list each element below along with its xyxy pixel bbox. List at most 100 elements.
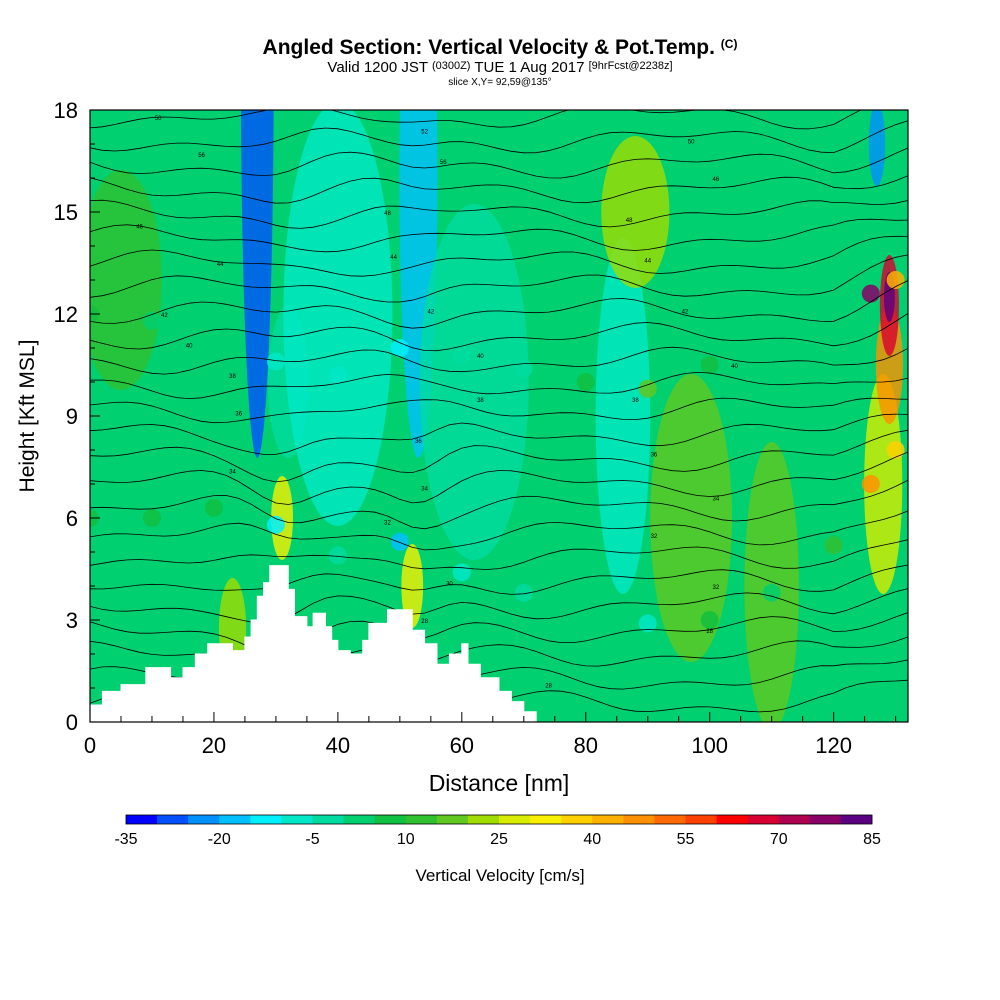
subtitle-forecast: [9hrFcst@2238z] bbox=[588, 60, 673, 72]
x-tick-label-40: 40 bbox=[326, 733, 350, 758]
colorbar-swatch-12 bbox=[499, 815, 531, 824]
chart-title-unit: (C) bbox=[720, 37, 738, 51]
velocity-point-1-3 bbox=[266, 352, 285, 371]
velocity-band-4 bbox=[419, 204, 529, 560]
theta-label-7: 48 bbox=[626, 218, 633, 224]
velocity-band-13 bbox=[868, 110, 886, 186]
velocity-point-0-6 bbox=[452, 563, 471, 582]
velocity-point-0-14 bbox=[886, 441, 905, 459]
y-tick-label-18: 18 bbox=[54, 98, 78, 123]
theta-label-8: 46 bbox=[713, 177, 720, 183]
theta-label-9: 44 bbox=[217, 262, 224, 268]
velocity-band-6 bbox=[601, 136, 670, 288]
theta-label-22: 36 bbox=[415, 439, 422, 445]
isentrope-19 bbox=[90, 218, 908, 253]
isentrope-13 bbox=[90, 371, 908, 400]
velocity-point-0-5 bbox=[390, 532, 409, 551]
colorbar-swatch-0 bbox=[126, 815, 158, 824]
velocity-point-1-13 bbox=[861, 284, 880, 303]
velocity-point-1-9 bbox=[638, 379, 657, 398]
isentrope-9 bbox=[90, 451, 908, 505]
x-tick-label-60: 60 bbox=[450, 733, 474, 758]
colorbar-swatch-8 bbox=[374, 815, 407, 824]
theta-label-16: 40 bbox=[477, 354, 484, 360]
x-tick-label-80: 80 bbox=[574, 733, 598, 758]
theta-label-32: 28 bbox=[706, 629, 713, 635]
theta-label-29: 30 bbox=[446, 582, 453, 588]
theta-label-2: 52 bbox=[421, 129, 428, 135]
theta-label-0: 50 bbox=[155, 116, 162, 122]
colorbar-tick-label-2: -5 bbox=[305, 831, 319, 848]
isentrope-10 bbox=[90, 429, 908, 483]
isentrope-12 bbox=[90, 397, 908, 424]
theta-label-19: 38 bbox=[477, 398, 484, 404]
colorbar-swatch-10 bbox=[436, 815, 469, 824]
colorbar-swatch-11 bbox=[467, 815, 500, 824]
isentrope-11 bbox=[90, 413, 908, 455]
isentrope-17 bbox=[90, 254, 908, 303]
velocity-point-1-2 bbox=[204, 325, 223, 344]
theta-label-26: 34 bbox=[713, 497, 720, 503]
isentrope-4 bbox=[90, 588, 908, 624]
colorbar-swatch-17 bbox=[654, 815, 686, 824]
colorbar-tick-label-4: 25 bbox=[490, 831, 508, 848]
chart-subtitle: Valid 1200 JST (0300Z) TUE 1 Aug 2017 [9… bbox=[0, 59, 1000, 76]
colorbar-label: Vertical Velocity [cm/s] bbox=[415, 866, 584, 885]
velocity-point-1-11 bbox=[762, 342, 781, 361]
velocity-point-1-5 bbox=[390, 339, 409, 357]
velocity-band-14 bbox=[864, 374, 903, 594]
isentrope-7 bbox=[90, 510, 908, 551]
theta-label-14: 42 bbox=[682, 310, 689, 316]
isentrope-15 bbox=[90, 313, 908, 352]
colorbar-swatch-1 bbox=[157, 815, 189, 824]
colorbar-tick-label-7: 70 bbox=[770, 831, 788, 848]
colorbar-tick-label-8: 85 bbox=[863, 831, 881, 848]
theta-label-33: 28 bbox=[545, 684, 552, 690]
terrain bbox=[89, 565, 908, 723]
theta-label-28: 32 bbox=[651, 534, 658, 540]
theta-label-11: 44 bbox=[644, 259, 651, 265]
colorbar-swatch-16 bbox=[623, 815, 655, 824]
theta-label-13: 42 bbox=[427, 310, 434, 316]
velocity-band-0 bbox=[241, 110, 274, 458]
chart-title-text: Angled Section: Vertical Velocity & Pot.… bbox=[262, 36, 715, 59]
x-tick-label-0: 0 bbox=[84, 733, 96, 758]
y-tick-label-3: 3 bbox=[66, 608, 78, 633]
velocity-point-0-10 bbox=[700, 611, 719, 629]
y-tick-label-12: 12 bbox=[54, 302, 78, 327]
theta-label-5: 46 bbox=[136, 225, 143, 231]
velocity-band-7 bbox=[650, 374, 733, 662]
velocity-point-0-11 bbox=[762, 583, 781, 602]
theta-label-6: 48 bbox=[384, 211, 391, 217]
theta-label-3: 56 bbox=[440, 160, 447, 166]
colorbar-swatch-23 bbox=[840, 815, 873, 824]
velocity-point-0-4 bbox=[328, 546, 347, 565]
theta-label-12: 42 bbox=[161, 313, 168, 319]
isentrope-5 bbox=[90, 564, 908, 595]
isentrope-23 bbox=[90, 120, 908, 154]
x-tick-label-20: 20 bbox=[202, 733, 226, 758]
theta-label-18: 38 bbox=[229, 374, 236, 380]
colorbar-tick-label-3: 10 bbox=[397, 831, 415, 848]
velocity-band-5 bbox=[595, 238, 651, 594]
x-tick-label-120: 120 bbox=[815, 733, 852, 758]
colorbar-tick-label-1: -20 bbox=[208, 831, 231, 848]
colorbar-swatch-19 bbox=[716, 815, 749, 824]
colorbar-tick-label-5: 40 bbox=[583, 831, 601, 848]
subtitle-date: TUE 1 Aug 2017 bbox=[474, 59, 585, 76]
theta-label-1: 56 bbox=[198, 153, 205, 159]
colorbar-swatch-22 bbox=[809, 815, 842, 824]
velocity-point-0-2 bbox=[204, 498, 223, 517]
y-tick-label-0: 0 bbox=[66, 710, 78, 735]
colorbar-swatch-6 bbox=[312, 815, 344, 824]
colorbar-swatch-9 bbox=[405, 815, 438, 824]
slice-info: slice X,Y= 92,59@135° bbox=[448, 77, 552, 88]
velocity-point-1-4 bbox=[328, 366, 347, 385]
isentrope-22 bbox=[90, 147, 908, 179]
velocity-band-3 bbox=[283, 110, 393, 526]
theta-label-21: 36 bbox=[235, 412, 242, 418]
velocity-point-0-8 bbox=[576, 604, 595, 623]
theta-label-30: 32 bbox=[713, 585, 720, 591]
theta-label-25: 34 bbox=[421, 486, 428, 492]
